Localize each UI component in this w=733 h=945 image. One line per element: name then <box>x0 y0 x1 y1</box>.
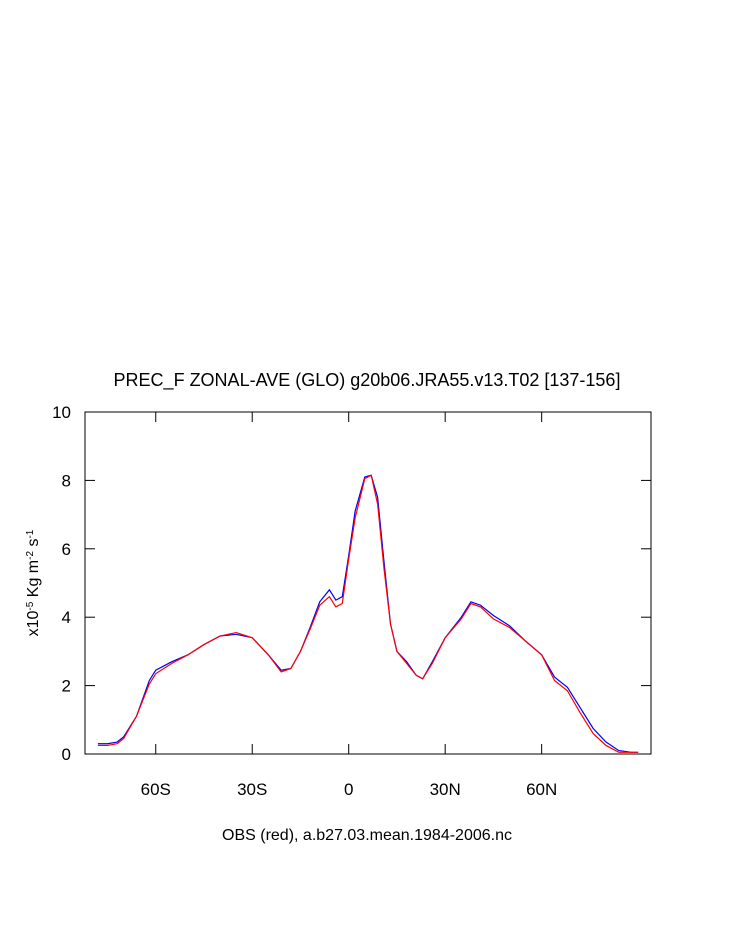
x-tick-label: 60N <box>526 780 557 799</box>
y-axis-label-part: -2 <box>25 551 36 560</box>
x-tick-label: 60S <box>141 780 171 799</box>
y-axis-label-part: Kg m <box>25 560 42 602</box>
y-axis-label: x10-5 Kg m-2 s-1 <box>25 529 43 636</box>
y-tick-label: 4 <box>62 608 71 627</box>
series-line <box>97 474 639 753</box>
y-axis-label-part: x10 <box>25 610 42 636</box>
x-tick-label: 30N <box>430 780 461 799</box>
series-line <box>97 474 639 753</box>
y-axis-label-part: s <box>25 539 42 551</box>
chart-title: PREC_F ZONAL-AVE (GLO) g20b06.JRA55.v13.… <box>114 370 621 391</box>
x-tick-label: 30S <box>237 780 267 799</box>
y-axis-label-part: -5 <box>25 601 36 610</box>
plot-frame <box>84 411 652 755</box>
y-tick-label: 2 <box>62 677 71 696</box>
y-tick-label: 10 <box>52 403 71 422</box>
y-tick-label: 0 <box>62 745 71 764</box>
x-axis-label: OBS (red), a.b27.03.mean.1984-2006.nc <box>222 827 512 844</box>
y-tick-label: 8 <box>62 471 71 490</box>
y-tick-label: 6 <box>62 540 71 559</box>
y-axis-label-part: -1 <box>25 529 36 538</box>
x-tick-label: 0 <box>344 780 353 799</box>
